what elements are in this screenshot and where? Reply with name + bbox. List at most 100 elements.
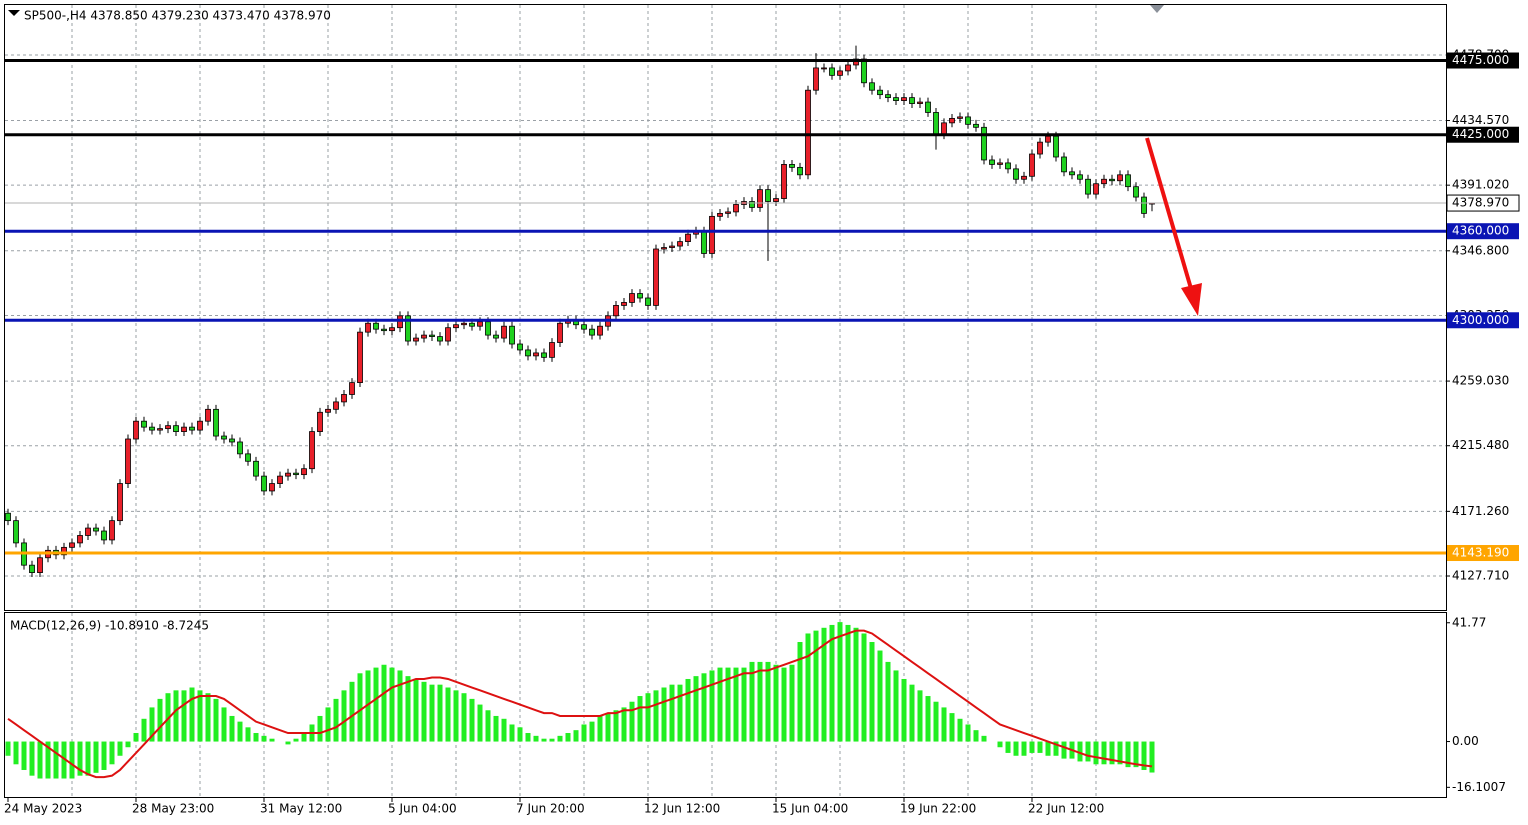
last-price-box: [1446, 194, 1520, 212]
macd-bar: [229, 715, 235, 742]
macd-bar: [1149, 741, 1155, 773]
y-tick-label: 4434.570: [1452, 113, 1509, 127]
macd-bar: [805, 633, 811, 742]
macd-bar: [341, 690, 347, 742]
macd-bar: [589, 721, 595, 742]
candle-body: [461, 322, 467, 326]
macd-bar: [597, 715, 603, 742]
macd-bar: [181, 690, 187, 742]
candle-body: [1085, 178, 1091, 195]
candle-body: [509, 325, 515, 345]
candle-body: [341, 394, 347, 403]
y-tick-label: 4259.030: [1452, 374, 1509, 388]
macd-bar: [333, 698, 339, 742]
candle-body: [829, 67, 835, 76]
y-tick-label: 4171.260: [1452, 504, 1509, 518]
macd-bar: [573, 730, 579, 742]
macd-bar: [541, 738, 547, 742]
candle-body: [117, 483, 123, 522]
macd-bar: [517, 727, 523, 742]
candle-body: [357, 331, 363, 384]
level-box: [1447, 126, 1519, 143]
candle-body: [221, 435, 227, 440]
macd-bar: [405, 676, 411, 742]
candle-body: [765, 189, 771, 202]
macd-bar: [813, 630, 819, 742]
candle-body: [261, 475, 267, 492]
macd-bar: [189, 687, 195, 742]
macd-bar: [789, 664, 795, 742]
macd-bar: [565, 733, 571, 742]
candle-body: [61, 546, 67, 556]
macd-bar: [413, 678, 419, 742]
candle-body: [1037, 141, 1043, 155]
y-tick-label: 4391.020: [1452, 178, 1509, 192]
candle-body: [301, 468, 307, 476]
macd-bar: [261, 735, 267, 742]
macd-bar: [829, 624, 835, 742]
macd-bar: [749, 661, 755, 742]
candle-body: [277, 475, 283, 484]
candle-body: [1061, 156, 1067, 173]
y-tick-label: 0.00: [1452, 734, 1479, 748]
macd-bar: [13, 741, 19, 765]
candle-body: [517, 343, 523, 351]
candle-body: [453, 324, 459, 329]
macd-bar: [661, 687, 667, 742]
candle-body: [373, 322, 379, 330]
candle-body: [805, 89, 811, 176]
macd-bar: [757, 661, 763, 742]
macd-bar: [1101, 741, 1107, 765]
candle-body: [253, 460, 259, 477]
candle-body: [933, 112, 939, 136]
macd-bar: [485, 710, 491, 742]
candle-body: [1005, 162, 1011, 170]
x-tick-label: 12 Jun 12:00: [644, 802, 720, 816]
candle-body: [173, 425, 179, 432]
macd-bar: [549, 738, 555, 742]
candle-body: [333, 401, 339, 410]
macd-bar: [501, 718, 507, 742]
x-tick-label: 24 May 2023: [4, 802, 82, 816]
y-tick-label: 4346.800: [1452, 243, 1509, 257]
x-tick-label: 7 Jun 20:00: [516, 802, 585, 816]
candle-body: [1109, 178, 1115, 182]
candle-body: [877, 89, 883, 96]
macd-bar: [173, 690, 179, 742]
macd-bar: [133, 733, 139, 742]
candle-body: [645, 297, 651, 306]
candle-body: [77, 535, 83, 544]
candle-body: [1093, 183, 1099, 195]
candle-body: [717, 212, 723, 217]
macd-bar: [525, 733, 531, 742]
candle-body: [773, 198, 779, 202]
macd-bar: [973, 730, 979, 742]
candle-body: [237, 441, 243, 455]
macd-bar: [1029, 741, 1035, 753]
macd-bar: [453, 690, 459, 742]
candle-body: [125, 438, 131, 484]
level-label: 4143.190: [1452, 546, 1509, 560]
candle-body: [157, 428, 163, 431]
plot-layer: 4478.7004434.5704391.0204346.8004303.250…: [4, 5, 1520, 816]
macd-header: MACD(12,26,9) -10.8910 -8.7245: [10, 619, 209, 633]
macd-panel: [4, 612, 1447, 798]
menu-arrow[interactable]: [8, 10, 20, 16]
y-tick-label: 41.77: [1452, 615, 1486, 629]
macd-bar: [109, 741, 115, 765]
macd-bar: [493, 715, 499, 742]
candle-body: [621, 302, 627, 306]
macd-bar: [509, 724, 515, 742]
y-tick-label: 4215.480: [1452, 438, 1509, 452]
macd-bar: [821, 627, 827, 742]
candle-body: [1045, 135, 1051, 143]
candle-body: [597, 325, 603, 336]
candle-body: [861, 58, 867, 84]
macd-bar: [645, 693, 651, 742]
macd-bar: [773, 664, 779, 742]
candle-body: [389, 327, 395, 332]
candle-body: [701, 230, 707, 254]
macd-bar: [765, 661, 771, 742]
candle-body: [101, 530, 107, 541]
